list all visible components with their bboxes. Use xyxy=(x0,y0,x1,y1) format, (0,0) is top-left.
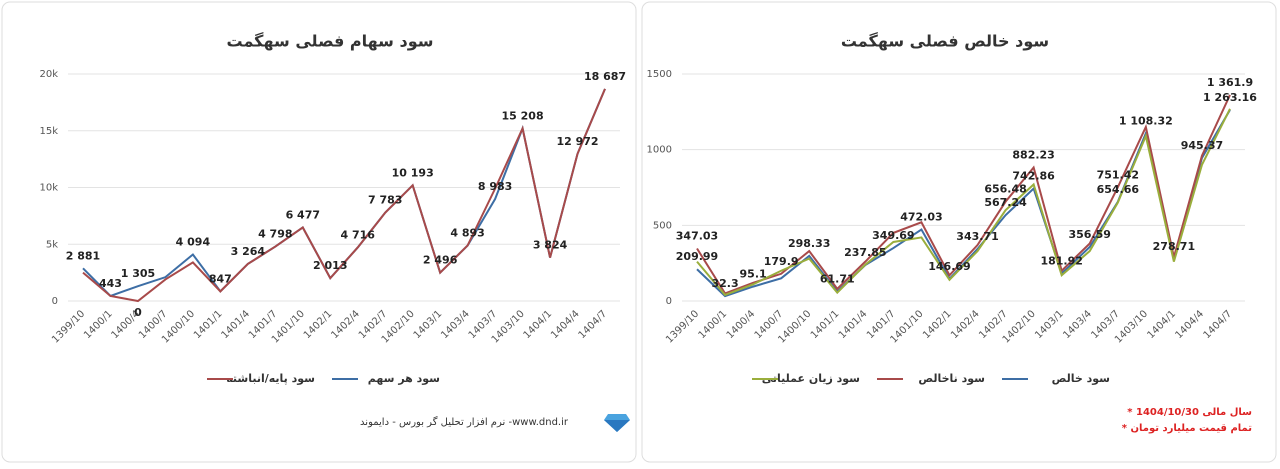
chart-title: سود سهام فصلی سهگمت xyxy=(227,32,434,51)
data-label: 656.48 xyxy=(984,183,1026,196)
data-label: 4 094 xyxy=(176,236,211,249)
data-label: 4 716 xyxy=(341,228,376,241)
data-label: 751.42 xyxy=(1097,168,1139,181)
data-label: 6 477 xyxy=(286,208,320,221)
data-label: 7 783 xyxy=(368,194,402,207)
data-label: 443 xyxy=(99,277,122,290)
data-label: 347.03 xyxy=(676,229,718,242)
y-tick-label: 0 xyxy=(52,296,58,307)
data-label: 95.1 xyxy=(740,268,767,281)
data-label: 1 108.32 xyxy=(1119,114,1173,127)
data-label: 12 972 xyxy=(556,135,598,148)
y-tick-label: 10k xyxy=(39,183,58,194)
legend-label: سود هر سهم xyxy=(368,372,440,385)
data-label: 2 496 xyxy=(423,254,458,267)
y-tick-label: 20k xyxy=(39,69,58,80)
legend-label: سود زیان عملیاتی xyxy=(762,372,860,385)
note: * تمام قیمت میلیارد تومان xyxy=(1122,423,1252,434)
data-label: 209.99 xyxy=(676,250,718,263)
data-label: 4 798 xyxy=(258,228,292,241)
series-line xyxy=(696,108,1231,297)
y-tick-label: 1000 xyxy=(647,145,672,156)
data-label: 1 305 xyxy=(121,267,155,280)
data-label: 4 893 xyxy=(450,226,484,239)
data-label: 15 208 xyxy=(502,109,544,122)
data-label: 3 824 xyxy=(533,239,568,252)
data-label: 3 264 xyxy=(231,245,266,258)
data-label: 349.69 xyxy=(872,229,914,242)
data-label: 179.9 xyxy=(764,255,799,268)
data-label: 1 263.16 xyxy=(1203,91,1257,104)
data-label: 32.3 xyxy=(711,277,738,290)
data-label: 18 687 xyxy=(584,70,626,83)
data-label: 181.92 xyxy=(1040,254,1082,267)
data-label: 8 983 xyxy=(478,180,512,193)
y-tick-label: 5k xyxy=(46,239,58,250)
data-label: 945.37 xyxy=(1181,139,1223,152)
data-label: 742.86 xyxy=(1012,170,1055,183)
y-tick-label: 1500 xyxy=(647,69,672,80)
diamond-logo xyxy=(604,414,630,432)
data-label: 847 xyxy=(209,272,232,285)
legend-label: سود پایه/انباشته xyxy=(226,372,315,385)
note: * سال مالی 1404/10/30 xyxy=(1127,407,1252,418)
data-label: 298.33 xyxy=(788,237,830,250)
data-label: 1 361.9 xyxy=(1207,76,1253,89)
data-label: 567.24 xyxy=(984,196,1027,209)
data-label: 882.23 xyxy=(1012,148,1054,161)
data-label: 146.69 xyxy=(928,260,970,273)
series-line xyxy=(696,94,1231,295)
legend-label: سود خالص xyxy=(1052,372,1110,385)
chart-title: سود خالص فصلی سهگمت xyxy=(841,32,1049,51)
data-label: 61.71 xyxy=(820,273,855,286)
data-label: 278.71 xyxy=(1153,240,1195,253)
data-label: 10 193 xyxy=(392,166,434,179)
data-label: 2 013 xyxy=(313,259,347,272)
y-tick-label: 15k xyxy=(39,126,58,137)
data-label: 0 xyxy=(134,306,142,319)
series-line xyxy=(82,88,606,303)
data-label: 654.66 xyxy=(1097,183,1140,196)
y-tick-label: 0 xyxy=(666,296,672,307)
y-tick-label: 500 xyxy=(653,220,672,231)
right-panel xyxy=(641,1,1277,463)
data-label: 2 881 xyxy=(66,249,100,262)
data-label: 356.59 xyxy=(1069,228,1111,241)
data-label: 343.71 xyxy=(956,230,998,243)
legend-label: سود ناخالص xyxy=(918,372,985,385)
data-label: 237.85 xyxy=(844,246,886,259)
legend: سود خالص سود ناخالص سود زیان عملیاتی xyxy=(752,372,1110,385)
legend: سود هر سهم سود پایه/انباشته xyxy=(207,372,440,385)
left-panel xyxy=(1,1,637,463)
brand: نرم افزار تحلیل گر بورس - دایموند -www.d… xyxy=(360,416,569,428)
data-label: 472.03 xyxy=(900,211,942,224)
